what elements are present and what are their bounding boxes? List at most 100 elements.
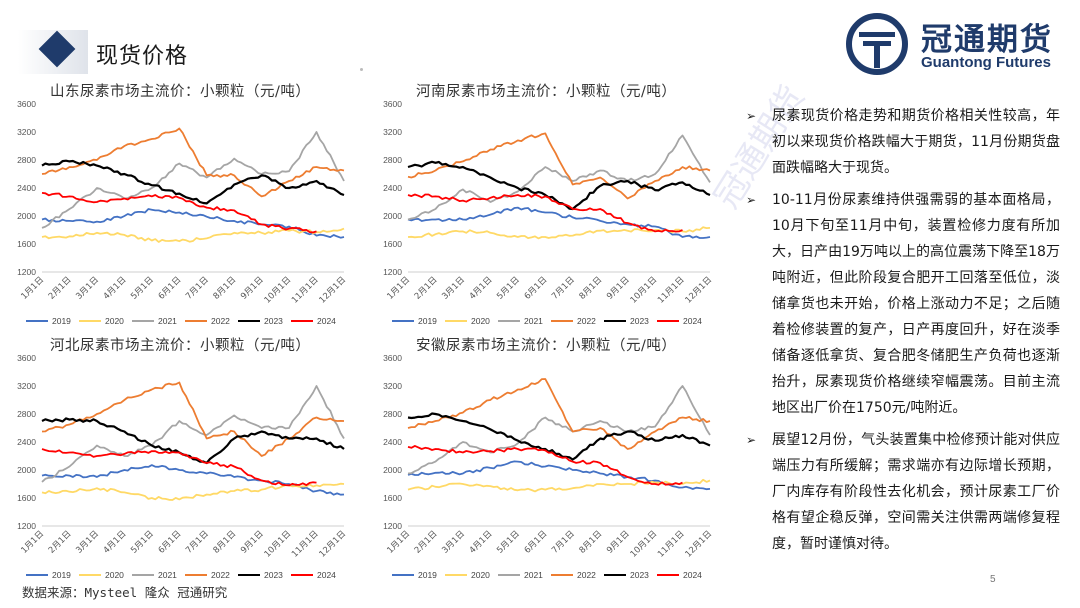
chart-shandong: 1200 1600 2000 2400 2800 3200 3600 1月1日 2月1日 3月1日…: [12, 80, 352, 335]
y-tick-label: 3600: [383, 99, 402, 109]
x-tick-label: 9月1日: [605, 529, 632, 556]
x-tick-label: 11月1日: [290, 529, 321, 560]
y-tick-label: 3600: [17, 99, 36, 109]
y-tick-label: 1200: [383, 521, 402, 531]
x-tick-label: 3月1日: [74, 529, 101, 556]
y-tick-label: 2800: [383, 409, 402, 419]
y-tick-label: 1200: [17, 267, 36, 277]
bullet-item: ➢ 尿素现货价格走势和期货价格相关性较高，年初以来现货价格跌幅大于期货，11月份…: [744, 103, 1060, 181]
legend-label: 2023: [264, 570, 283, 580]
bullet-item: ➢ 10-11月份尿素维持供强需弱的基本面格局，10月下旬至11月中旬，装置检修…: [744, 187, 1060, 421]
x-tick-label: 5月1日: [495, 529, 522, 556]
x-tick-label: 10月1日: [263, 275, 294, 306]
logo-chinese-name: 冠通期货: [921, 22, 1053, 58]
legend-label: 2019: [52, 570, 71, 580]
line-chart-svg: 1200 1600 2000 2400 2800 3200 3600 1月1日 2月1日 3月1日…: [17, 99, 348, 326]
bullet-text: 10-11月份尿素维持供强需弱的基本面格局，10月下旬至11月中旬，装置检修力度…: [772, 192, 1060, 416]
chart-hebei: 1200 1600 2000 2400 2800 3200 3600 1月1日 2月1日 3月1日…: [12, 334, 352, 589]
legend-label: 2021: [524, 316, 543, 326]
x-tick-label: 8月1日: [578, 529, 605, 556]
logo-english-name: Guantong Futures: [921, 54, 1051, 71]
x-tick-label: 1月1日: [19, 529, 46, 556]
legend-label: 2022: [577, 316, 596, 326]
y-tick-label: 2000: [17, 211, 36, 221]
series-line-2022: [41, 381, 345, 457]
x-tick-label: 12月1日: [318, 529, 349, 560]
x-tick-label: 10月1日: [629, 529, 660, 560]
x-tick-label: 9月1日: [605, 275, 632, 302]
series-line-2023: [41, 159, 345, 205]
arrow-bullet-icon: ➢: [746, 433, 757, 447]
legend-label: 2021: [158, 316, 177, 326]
bullet-item: ➢ 展望12月份，气头装置集中检修预计能对供应端压力有所缓解；需求端亦有边际增长…: [744, 427, 1060, 557]
chart-henan: 1200 1600 2000 2400 2800 3200 3600 1月1日 2月1日 3月1日…: [378, 80, 718, 335]
legend-label: 2023: [264, 316, 283, 326]
y-tick-label: 1600: [17, 493, 36, 503]
y-tick-label: 1600: [383, 493, 402, 503]
bullet-text: 展望12月份，气头装置集中检修预计能对供应端压力有所缓解；需求端亦有边际增长预期…: [772, 432, 1060, 552]
legend-label: 2022: [577, 570, 596, 580]
y-tick-label: 3600: [383, 353, 402, 363]
legend-label: 2024: [683, 316, 702, 326]
legend-label: 2022: [211, 570, 230, 580]
chart-title: 河北尿素市场主流价：小颗粒（元/吨）: [50, 338, 311, 354]
x-tick-label: 8月1日: [212, 275, 239, 302]
line-chart-svg: 1200 1600 2000 2400 2800 3200 3600 1月1日 2月1日 3月1日…: [383, 353, 715, 580]
x-tick-label: 12月1日: [684, 529, 715, 560]
y-tick-label: 2400: [383, 183, 402, 193]
decorative-dot: [360, 68, 363, 71]
legend-label: 2024: [317, 570, 336, 580]
x-tick-label: 11月1日: [656, 529, 687, 560]
series-line-2023: [407, 160, 711, 211]
x-tick-label: 2月1日: [47, 529, 74, 556]
x-tick-label: 7月1日: [550, 275, 577, 302]
x-tick-label: 6月1日: [157, 529, 184, 556]
legend-label: 2024: [317, 316, 336, 326]
y-tick-label: 1600: [17, 239, 36, 249]
x-tick-label: 5月1日: [129, 529, 156, 556]
series-line-2024: [407, 193, 683, 233]
x-tick-label: 11月1日: [656, 275, 687, 306]
x-tick-label: 3月1日: [440, 529, 467, 556]
series-line-2024: [407, 445, 683, 486]
line-chart-svg: 1200 1600 2000 2400 2800 3200 3600 1月1日 2月1日 3月1日…: [17, 353, 349, 580]
x-tick-label: 7月1日: [184, 529, 211, 556]
y-tick-label: 2400: [17, 183, 36, 193]
legend-label: 2019: [52, 316, 71, 326]
series-line-2023: [407, 412, 711, 461]
x-tick-label: 3月1日: [74, 275, 101, 302]
x-tick-label: 1月1日: [19, 275, 46, 302]
x-tick-label: 8月1日: [212, 529, 239, 556]
y-tick-label: 2400: [383, 437, 402, 447]
x-tick-label: 4月1日: [102, 275, 129, 302]
x-tick-label: 6月1日: [523, 529, 550, 556]
x-tick-label: 3月1日: [440, 275, 467, 302]
legend-label: 2021: [158, 570, 177, 580]
legend-label: 2020: [471, 570, 490, 580]
x-tick-label: 1月1日: [385, 275, 412, 302]
line-chart-svg: 1200 1600 2000 2400 2800 3200 3600 1月1日 2月1日 3月1日…: [383, 99, 714, 326]
data-source-note: 数据来源：Mysteel 隆众 冠通研究: [22, 585, 228, 600]
series-line-2019: [407, 206, 711, 239]
y-tick-label: 1600: [383, 239, 402, 249]
series-line-2022: [407, 378, 711, 450]
series-line-2020: [41, 227, 345, 243]
legend-label: 2023: [630, 316, 649, 326]
series-line-2020: [41, 482, 345, 501]
x-tick-label: 2月1日: [47, 275, 74, 302]
logo-mark-icon: [846, 13, 908, 75]
x-tick-label: 8月1日: [578, 275, 605, 302]
series-line-2022: [41, 127, 345, 198]
legend-label: 2024: [683, 570, 702, 580]
y-tick-label: 2400: [17, 437, 36, 447]
legend-label: 2020: [105, 316, 124, 326]
y-tick-label: 2800: [17, 155, 36, 165]
chart-anhui: 1200 1600 2000 2400 2800 3200 3600 1月1日 2月1日 3月1日…: [378, 334, 718, 589]
legend-label: 2022: [211, 316, 230, 326]
legend-label: 2020: [105, 570, 124, 580]
series-line-2021: [41, 131, 345, 229]
page-title: 现货价格: [96, 44, 189, 69]
y-tick-label: 2000: [383, 211, 402, 221]
x-tick-label: 4月1日: [468, 529, 495, 556]
x-tick-label: 7月1日: [550, 529, 577, 556]
